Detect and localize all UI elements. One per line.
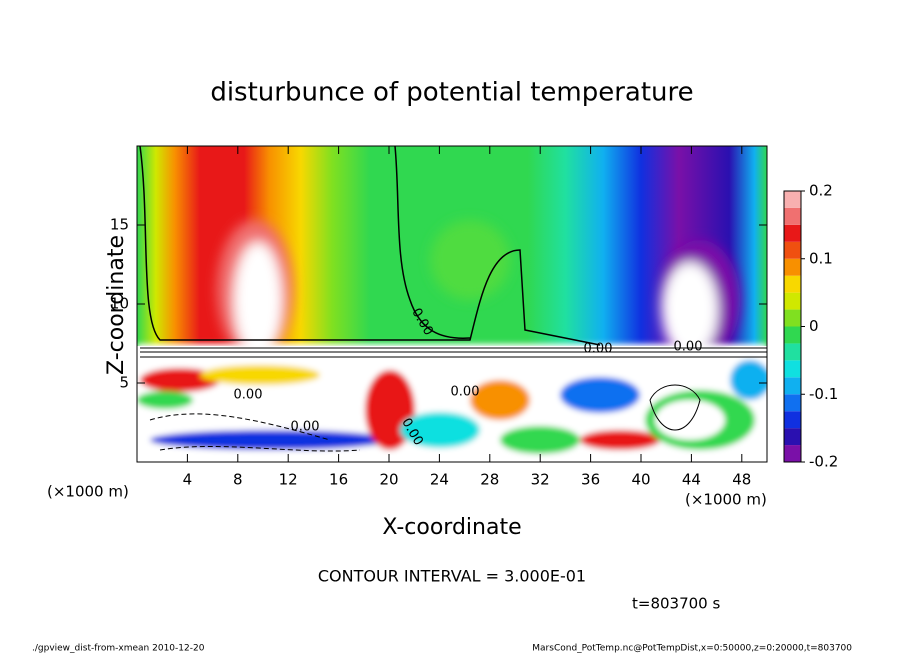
contour-interval: CONTOUR INTERVAL = 3.000E-01	[318, 567, 586, 586]
field	[137, 146, 767, 462]
y-unit: (×1000 m)	[47, 483, 129, 501]
colorbar-segment	[784, 377, 801, 395]
colorbar-segment	[784, 258, 801, 276]
colorbar-tick-label: 0	[809, 317, 819, 335]
contour-label: 0.00	[584, 342, 613, 357]
x-tick-label: 8	[233, 471, 243, 489]
contour-label: 0.00	[234, 388, 263, 403]
colorbar-segment	[784, 326, 801, 344]
x-tick-label: 32	[531, 471, 550, 489]
x-tick-label: 44	[682, 471, 701, 489]
colorbar-segment	[784, 292, 801, 310]
colorbar-segment	[784, 191, 801, 208]
x-tick-label: 12	[279, 471, 298, 489]
x-tick-label: 4	[183, 471, 193, 489]
y-tick-label: 5	[119, 374, 129, 392]
x-tick-label: 24	[430, 471, 449, 489]
contour-label: 0.00	[451, 385, 480, 400]
footer-left: ./gpview_dist-from-xmean 2010-12-20	[32, 644, 205, 654]
colorbar-tick-label: 0.1	[809, 249, 833, 267]
x-unit: (×1000 m)	[685, 491, 767, 509]
colorbar-tick-label: 0.2	[809, 182, 833, 200]
x-tick-label: 16	[329, 471, 348, 489]
colorbar-tick-label: -0.2	[809, 453, 838, 471]
contour-label: 0.00	[674, 340, 703, 355]
y-axis-label: Z-coordinate	[104, 235, 129, 375]
x-axis-label: X-coordinate	[382, 515, 521, 540]
x-tick-label: 20	[379, 471, 398, 489]
x-tick-label: 48	[732, 471, 751, 489]
colorbar-segment	[784, 428, 801, 446]
x-tick-label: 28	[480, 471, 499, 489]
y-tick-label: 10	[110, 295, 129, 313]
colorbar-segment	[784, 411, 801, 429]
chart-title: disturbunce of potential temperature	[210, 78, 693, 108]
colorbar-segment	[784, 394, 801, 412]
colorbar-segment	[784, 360, 801, 378]
x-tick-label: 40	[631, 471, 650, 489]
colorbar-segment	[784, 343, 801, 361]
colorbar-tick-label: -0.1	[809, 385, 838, 403]
colorbar-segment	[784, 309, 801, 327]
colorbar-segment	[784, 207, 801, 225]
x-tick-label: 36	[581, 471, 600, 489]
colorbar-segment	[784, 445, 801, 462]
footer-right: MarsCond_PotTemp.nc@PotTempDist,x=0:5000…	[532, 644, 852, 654]
colorbar-segment	[784, 241, 801, 259]
y-tick-label: 15	[110, 216, 129, 234]
time-label: t=803700 s	[632, 595, 720, 613]
colorbar-segment	[784, 224, 801, 242]
contour-label: 0.00	[291, 420, 320, 435]
colorbar-segment	[784, 275, 801, 293]
